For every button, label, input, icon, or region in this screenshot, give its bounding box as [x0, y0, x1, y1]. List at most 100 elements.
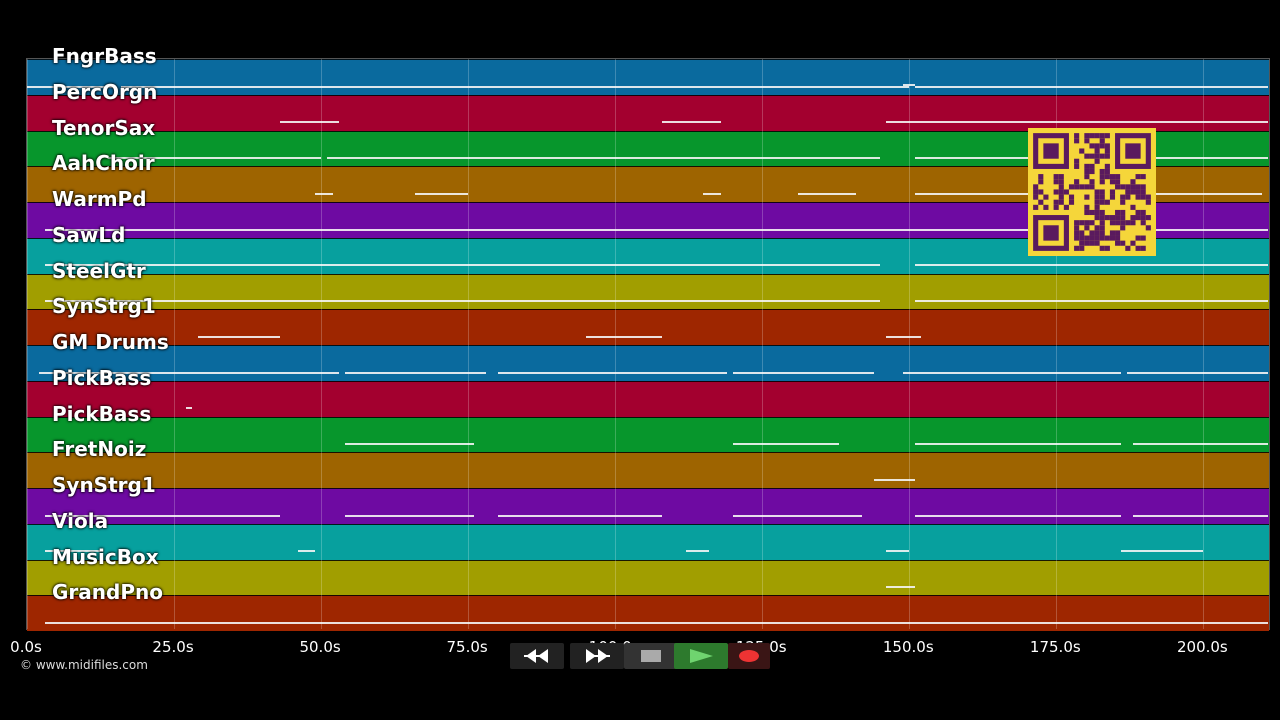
- track-label: FretNoiz: [52, 437, 147, 462]
- midi-note: [121, 85, 910, 88]
- midi-note: [44, 550, 104, 553]
- midi-note: [703, 192, 722, 195]
- track-label: PickBass: [52, 401, 152, 426]
- tick-label: 175.0s: [1029, 638, 1081, 656]
- record-button[interactable]: [728, 643, 770, 669]
- track-label: PercOrgn: [52, 79, 158, 104]
- track-label: SawLd: [52, 222, 126, 247]
- midi-note: [44, 621, 1269, 624]
- midi-note: [585, 335, 663, 338]
- midi-note: [915, 514, 1121, 517]
- midi-note: [662, 121, 722, 124]
- track-label: MusicBox: [52, 544, 159, 569]
- rewind-button[interactable]: [510, 643, 564, 669]
- midi-note: [685, 550, 710, 553]
- qr-code: [1028, 128, 1156, 256]
- midi-note: [732, 514, 863, 517]
- midi-note: [27, 85, 116, 88]
- midi-note: [915, 443, 1121, 446]
- track-lane: [27, 309, 1269, 345]
- midi-note: [885, 335, 922, 338]
- grid-line: [1056, 59, 1058, 629]
- midi-note: [1121, 550, 1204, 553]
- copyright-text: © www.midifiles.com: [20, 658, 148, 672]
- midi-note: [497, 371, 727, 374]
- midi-note: [315, 192, 333, 195]
- midi-note: [344, 514, 474, 517]
- track-label: GM Drums: [52, 330, 169, 354]
- midi-note: [44, 300, 351, 303]
- transport-controls: [510, 643, 770, 669]
- play-icon: [690, 649, 713, 663]
- midi-note: [109, 157, 322, 160]
- track-lane: [27, 559, 1269, 596]
- midi-note: [1132, 443, 1269, 446]
- tick-label: 75.0s: [446, 638, 488, 656]
- tick-label: 150.0s: [882, 638, 934, 656]
- qr-code-image: [1033, 133, 1151, 251]
- track-lane: [27, 488, 1269, 524]
- grid-line: [762, 59, 764, 629]
- midi-note: [732, 443, 839, 446]
- midi-note: [350, 264, 880, 267]
- track-label: PickBass: [52, 365, 152, 390]
- fast-forward-icon: [586, 649, 610, 663]
- midi-note: [297, 550, 316, 553]
- midi-note: [797, 192, 857, 195]
- rewind-icon: [524, 649, 548, 663]
- midi-note: [1126, 371, 1269, 374]
- track-label: Viola: [52, 508, 109, 533]
- midi-note: [915, 300, 1269, 303]
- track-label: SynStrg1: [52, 294, 156, 319]
- midi-note: [885, 121, 922, 124]
- track-label: TenorSax: [52, 115, 156, 140]
- midi-note: [903, 83, 916, 86]
- play-button[interactable]: [674, 643, 728, 669]
- track-lane: [27, 273, 1269, 310]
- midi-note: [1056, 192, 1263, 195]
- track-label: FngrBass: [52, 44, 157, 68]
- midi-note: [197, 335, 280, 338]
- track-lane: [27, 380, 1269, 417]
- track-lane: [27, 59, 1269, 95]
- midi-note: [915, 192, 1057, 195]
- grid-line: [468, 59, 470, 629]
- tick-label: 25.0s: [152, 638, 194, 656]
- midi-note: [732, 371, 874, 374]
- midi-note: [44, 228, 357, 231]
- midi-note: [279, 121, 339, 124]
- midi-note: [885, 550, 910, 553]
- fast-forward-button[interactable]: [570, 643, 624, 669]
- midi-note: [185, 407, 192, 410]
- midi-note: [344, 371, 486, 374]
- midi-note: [1132, 514, 1269, 517]
- track-label: AahChoir: [52, 151, 155, 176]
- midi-note: [885, 586, 916, 589]
- midi-note: [356, 228, 733, 231]
- track-lane: [27, 345, 1269, 381]
- record-icon: [739, 650, 759, 662]
- track-label: GrandPno: [52, 580, 163, 605]
- track-label: SteelGtr: [52, 258, 146, 283]
- grid-line: [27, 59, 28, 629]
- midi-note: [915, 85, 1269, 88]
- midi-note: [38, 371, 339, 374]
- stop-icon: [641, 650, 661, 662]
- grid-line: [909, 59, 911, 629]
- midi-note: [921, 121, 1269, 124]
- midi-note: [44, 264, 351, 267]
- grid-line: [1203, 59, 1205, 629]
- stop-button[interactable]: [624, 643, 678, 669]
- tick-label: 200.0s: [1176, 638, 1228, 656]
- grid-line: [615, 59, 617, 629]
- midi-note: [44, 514, 280, 517]
- track-lane: [27, 416, 1269, 453]
- track-lane: [27, 94, 1269, 131]
- tick-label: 0.0s: [10, 638, 42, 656]
- track-lane: [27, 452, 1269, 488]
- track-lane: [27, 523, 1269, 560]
- midi-note: [415, 192, 469, 195]
- track-label: WarmPd: [52, 187, 147, 211]
- midi-note: [873, 478, 916, 481]
- tick-label: 50.0s: [299, 638, 341, 656]
